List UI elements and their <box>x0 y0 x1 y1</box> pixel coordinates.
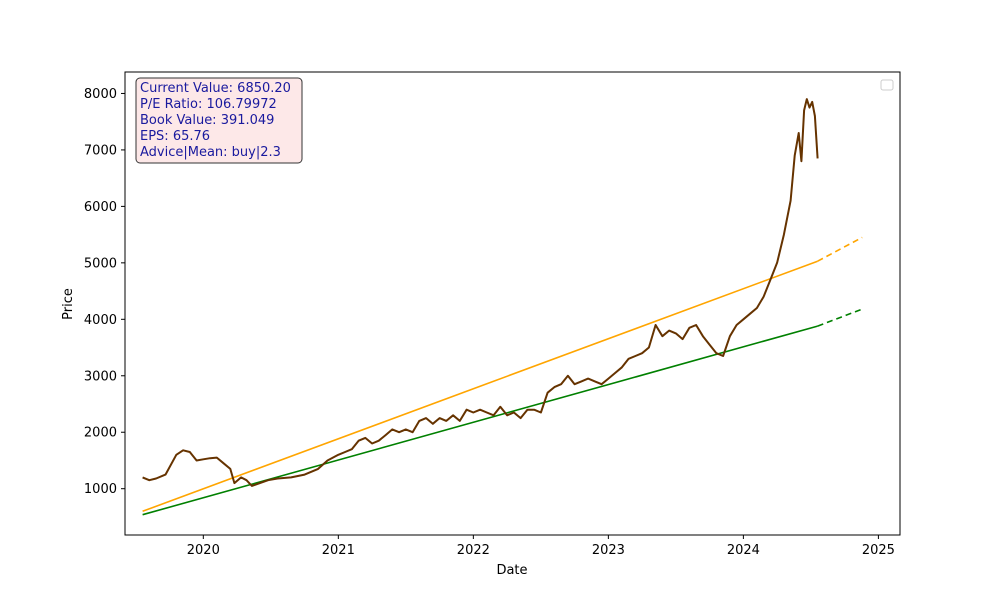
series-trend-upper <box>142 260 818 513</box>
y-axis-label: Price <box>61 288 76 320</box>
x-tick-label: 2022 <box>457 543 490 558</box>
y-tick-label: 1000 <box>84 482 117 497</box>
y-tick-label: 4000 <box>84 313 117 328</box>
y-tick-label: 8000 <box>84 87 117 102</box>
info-box-background <box>135 77 303 164</box>
legend-box <box>880 79 894 91</box>
x-tick-label: 2021 <box>322 543 355 558</box>
info-eps: EPS: 65.76 <box>140 129 210 144</box>
plot-frame <box>124 71 901 536</box>
y-tick-label: 5000 <box>84 256 117 271</box>
x-tick-label: 2024 <box>727 543 760 558</box>
series-price <box>142 98 819 487</box>
info-book-value: Book Value: 391.049 <box>140 113 274 128</box>
series-trend-lower-projection <box>817 308 863 327</box>
x-tick-label: 2023 <box>592 543 625 558</box>
x-axis: 2020 2021 2022 2023 2024 2025 <box>187 535 895 558</box>
x-axis-label: Date <box>496 563 527 578</box>
info-pe-ratio: P/E Ratio: 106.79972 <box>140 97 277 112</box>
y-tick-label: 6000 <box>84 200 117 215</box>
y-tick-label: 7000 <box>84 143 117 158</box>
y-tick-label: 3000 <box>84 369 117 384</box>
info-current-value: Current Value: 6850.20 <box>140 81 291 96</box>
x-tick-label: 2025 <box>862 543 895 558</box>
plot-area <box>142 98 863 516</box>
y-tick-label: 2000 <box>84 426 117 441</box>
y-axis: 1000 2000 3000 4000 5000 6000 7000 8000 <box>84 87 125 497</box>
series-trend-upper-projection <box>817 236 863 262</box>
info-box: Current Value: 6850.20 P/E Ratio: 106.79… <box>135 77 303 164</box>
x-tick-label: 2020 <box>187 543 220 558</box>
info-advice-mean: Advice|Mean: buy|2.3 <box>140 145 281 160</box>
series-trend-lower <box>142 325 818 516</box>
